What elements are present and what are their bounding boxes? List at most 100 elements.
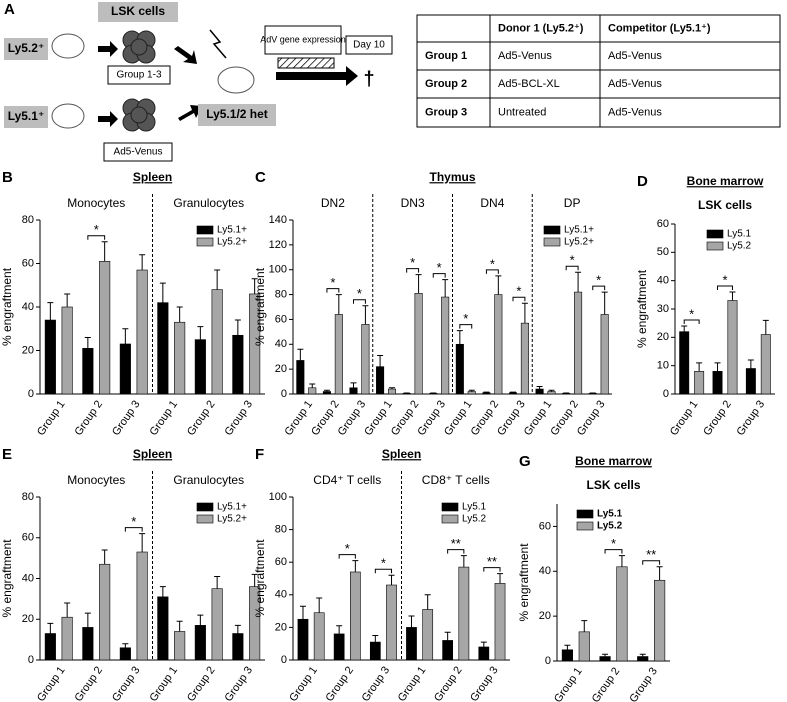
- error-bar: [323, 389, 330, 392]
- y-tick-label: 30: [657, 303, 669, 315]
- error-bar: [139, 533, 146, 553]
- error-bar: [197, 326, 204, 340]
- legend-swatch: [196, 225, 214, 235]
- error-bar: [444, 631, 451, 641]
- y-tick-label: 120: [269, 239, 287, 251]
- label-box: [198, 104, 276, 126]
- label-box: [4, 38, 48, 60]
- bar: [157, 596, 169, 661]
- y-tick-label: 20: [275, 621, 287, 633]
- schematic: A LSK cells Ly5.2⁺ Ly5.1⁺ Group 1-3 Ad5-…: [4, 1, 393, 162]
- bar: [334, 314, 343, 395]
- x-tick-label: Group 3: [110, 399, 143, 438]
- cells-label: Ad5-Venus: [114, 147, 163, 158]
- bar: [760, 334, 771, 395]
- significance-bracket: [683, 319, 700, 324]
- error-bar: [251, 278, 258, 294]
- bar: [694, 371, 705, 395]
- y-tick-label: 0: [663, 388, 669, 400]
- y-tick-label: 40: [275, 589, 287, 601]
- significance: **: [487, 554, 497, 569]
- chart-title: Bone marrow: [575, 454, 652, 468]
- significance-bracket: [326, 288, 340, 293]
- error-bar: [681, 325, 688, 332]
- y-tick-label: 40: [539, 565, 551, 577]
- significance-bracket: [338, 554, 356, 559]
- y-tick-label: 80: [275, 288, 287, 300]
- bar: [44, 319, 56, 395]
- legend-swatch: [543, 237, 561, 247]
- y-tick-label: 0: [281, 654, 287, 666]
- bar: [406, 627, 417, 661]
- expression-label: AdV gene expression: [260, 34, 346, 44]
- legend-label: Ly5.1+: [217, 502, 247, 513]
- significance: *: [611, 536, 616, 551]
- bar: [712, 371, 723, 395]
- bar: [616, 566, 628, 662]
- label-box: [264, 25, 342, 55]
- error-bar: [442, 279, 449, 298]
- x-tick-label: Group 3: [575, 399, 608, 438]
- error-bar: [618, 555, 625, 567]
- legend-label: Ly5.2+: [217, 237, 247, 248]
- y-tick-label: 0: [28, 654, 34, 666]
- cells-label: Group 1-3: [116, 70, 161, 81]
- x-tick-label: Group 2: [185, 665, 218, 702]
- legend-swatch: [196, 237, 214, 247]
- error-bar: [214, 269, 221, 290]
- x-tick-label: Group 1: [35, 399, 68, 438]
- group-label: Granulocytes: [173, 473, 244, 487]
- hatch-bar: [277, 57, 335, 69]
- legend-swatch: [441, 502, 459, 512]
- bar: [211, 289, 223, 395]
- bar: [99, 261, 111, 395]
- significance: *: [410, 255, 415, 270]
- x-tick-label: Group 1: [668, 399, 701, 438]
- x-tick-label: Group 3: [360, 665, 393, 702]
- error-bar: [47, 622, 54, 634]
- bar: [333, 633, 345, 661]
- legend-label: Ly5.2: [462, 514, 487, 525]
- table-border: [416, 14, 781, 128]
- chart-title: Thymus: [429, 170, 475, 184]
- recipient-label: Ly5.1/2 het: [206, 107, 268, 121]
- error-bar: [309, 383, 316, 388]
- error-bar: [601, 291, 608, 315]
- bar: [547, 391, 556, 395]
- group-label: DN3: [401, 196, 425, 210]
- group-label: DN2: [321, 196, 345, 210]
- error-bar: [468, 389, 475, 392]
- legend-label: Ly5.2: [727, 241, 752, 252]
- y-tick-label: 60: [657, 218, 669, 230]
- bar: [194, 625, 206, 661]
- bar: [574, 291, 583, 395]
- significance: *: [357, 286, 362, 301]
- bar: [458, 566, 470, 661]
- bar: [296, 360, 305, 395]
- y-tick-label: 10: [657, 360, 669, 372]
- design-table: Donor 1 (Ly5.2⁺) Competitor (Ly5.1⁺) Group…: [416, 14, 781, 128]
- x-tick-label: Group 2: [72, 665, 105, 702]
- significance-bracket: [432, 273, 446, 278]
- x-tick-label: Group 3: [735, 399, 768, 438]
- bar: [322, 391, 331, 395]
- legend-label: Ly5.2+: [217, 514, 247, 525]
- x-tick-label: Group 2: [590, 666, 623, 702]
- y-tick-label: 140: [269, 214, 287, 226]
- error-bar: [122, 643, 129, 648]
- significance: *: [330, 275, 335, 290]
- label-box: [107, 65, 171, 85]
- bar: [494, 583, 506, 661]
- bar: [654, 579, 666, 662]
- error-bar: [388, 574, 395, 586]
- bar: [600, 314, 609, 395]
- significance-bracket: [353, 299, 366, 304]
- error-bar: [564, 644, 571, 650]
- cells: [122, 30, 156, 132]
- label-box: [345, 35, 393, 55]
- y-tick-label: 50: [657, 246, 669, 258]
- x-tick-label: Group 3: [110, 665, 143, 702]
- bar: [61, 616, 73, 661]
- legend-label: Ly5.1: [727, 229, 752, 240]
